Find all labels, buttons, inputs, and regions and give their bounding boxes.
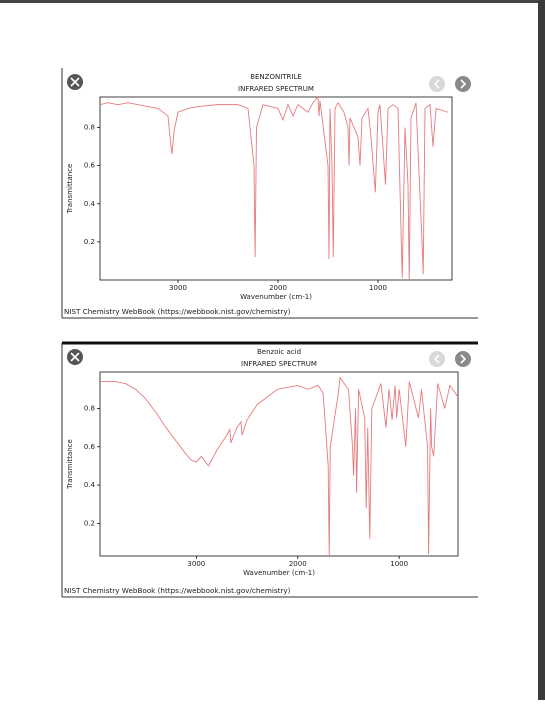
- x-tick-label: 1000: [369, 284, 387, 292]
- x-tick-label: 2000: [269, 284, 287, 292]
- y-axis-label: Transmittance: [66, 439, 74, 490]
- x-axis-label: Wavenumber (cm-1): [243, 569, 315, 577]
- source-note: NIST Chemistry WebBook (https://webbook.…: [64, 586, 291, 595]
- prev-button: [429, 351, 445, 367]
- y-tick-label: 0.4: [84, 481, 96, 489]
- y-tick-label: 0.6: [84, 162, 96, 170]
- spectrum-line: [99, 95, 449, 281]
- x-tick-label: 3000: [169, 284, 187, 292]
- x-tick-label: 1000: [390, 560, 408, 568]
- spectrum-line: [100, 376, 459, 557]
- close-icon: [70, 352, 80, 362]
- chart-subtitle: INFRARED SPECTRUM: [238, 85, 314, 93]
- next-button: [455, 351, 471, 367]
- chart-subtitle: INFRARED SPECTRUM: [241, 360, 317, 368]
- x-tick-label: 2000: [289, 560, 307, 568]
- chart-title: Benzoic acid: [257, 348, 301, 356]
- y-axis-label: Transmittance: [66, 164, 74, 215]
- chart-title: BENZONITRILE: [250, 73, 302, 81]
- top-edge: [0, 0, 545, 3]
- y-tick-label: 0.2: [84, 238, 95, 246]
- next-icon: [460, 354, 467, 364]
- next-button: [455, 76, 471, 92]
- x-tick-label: 3000: [187, 560, 205, 568]
- close-icon: [70, 77, 80, 87]
- x-axis-label: Wavenumber (cm-1): [240, 293, 312, 301]
- y-tick-label: 0.8: [84, 124, 95, 132]
- prev-button: [429, 76, 445, 92]
- prev-icon: [433, 354, 440, 364]
- y-tick-label: 0.4: [84, 200, 96, 208]
- source-note: NIST Chemistry WebBook (https://webbook.…: [64, 307, 291, 316]
- plot-frame: [99, 96, 453, 281]
- right-edge: [538, 0, 545, 700]
- plot-frame: [99, 371, 459, 557]
- y-tick-label: 0.6: [84, 443, 96, 451]
- next-icon: [460, 79, 467, 89]
- prev-icon: [433, 79, 440, 89]
- y-tick-label: 0.2: [84, 519, 95, 527]
- y-tick-label: 0.8: [84, 404, 95, 412]
